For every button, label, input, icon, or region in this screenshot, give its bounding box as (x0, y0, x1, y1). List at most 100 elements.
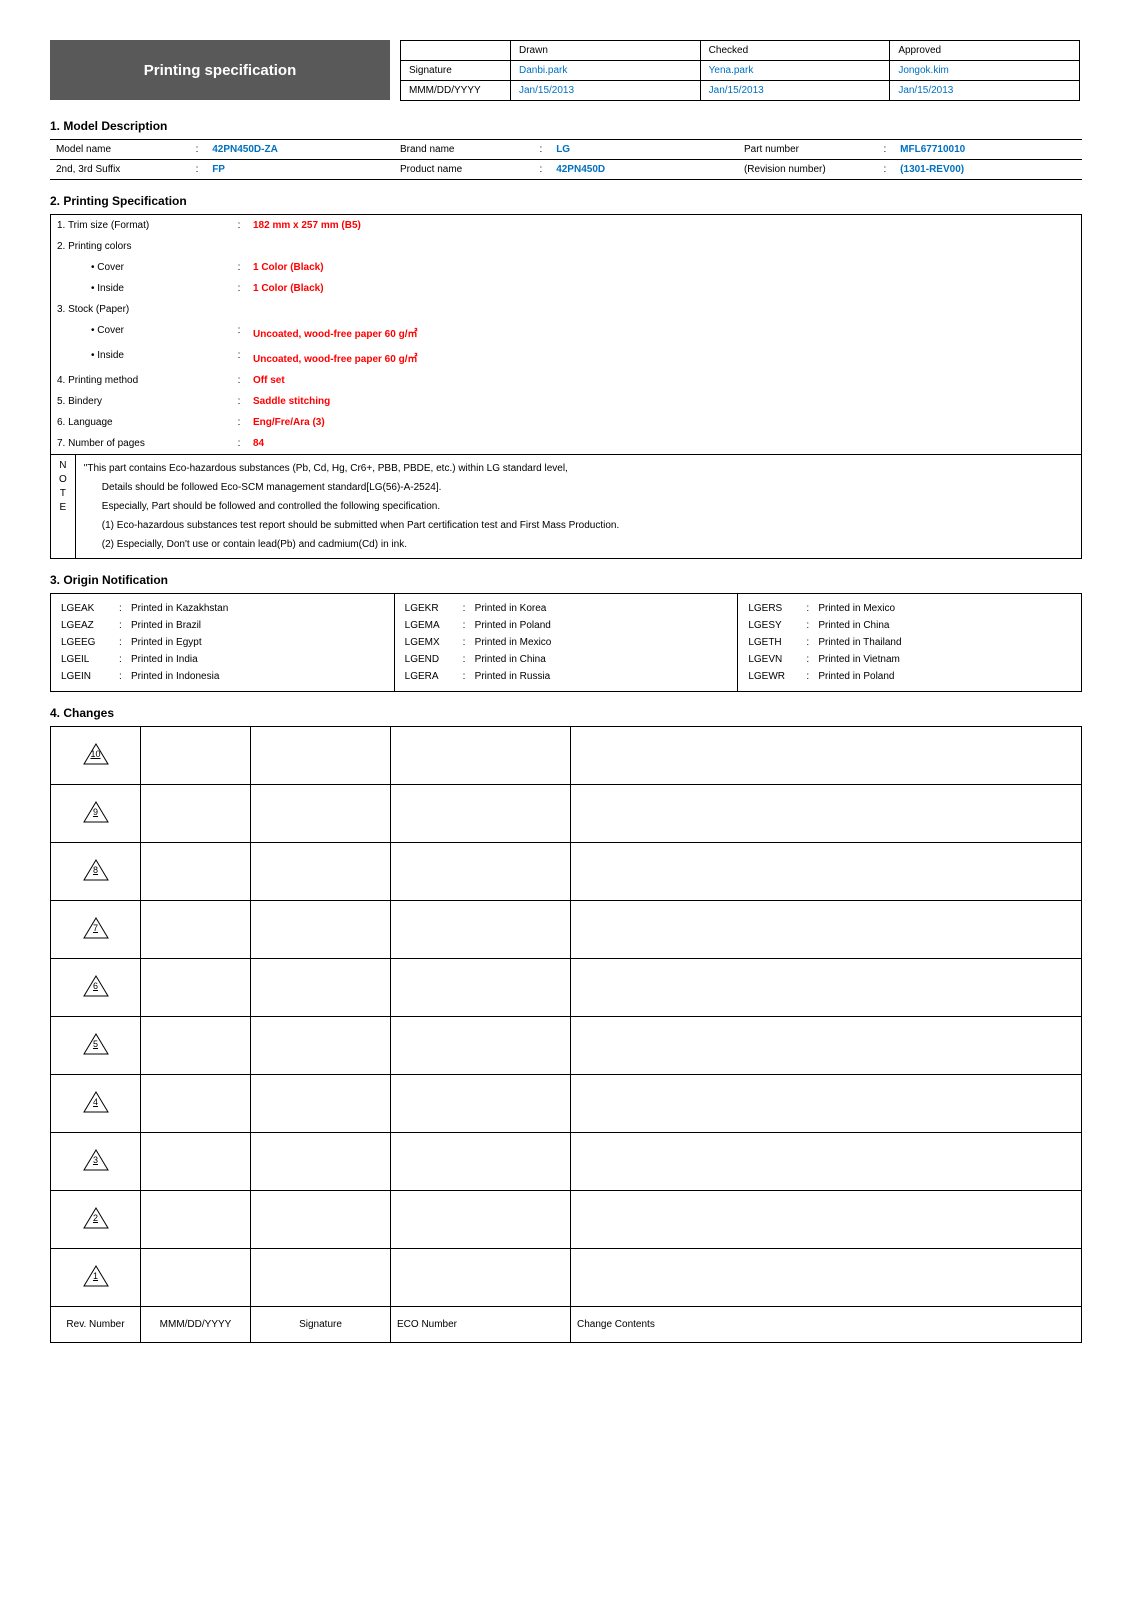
origin-text: Printed in Russia (475, 671, 551, 682)
origin-text: Printed in Thailand (818, 637, 901, 648)
sig-approved-name: Jongok.kim (890, 61, 1080, 81)
origin-col: LGEKR:Printed in KoreaLGEMA:Printed in P… (394, 594, 738, 692)
section-changes: 4. Changes (50, 706, 1082, 720)
sig-drawn-name: Danbi.park (511, 61, 701, 81)
origin-row: LGEVN:Printed in Vietnam (748, 651, 1071, 668)
changes-cell (391, 1133, 571, 1191)
note-line: Especially, Part should be followed and … (84, 497, 1073, 516)
origin-code: LGEEG (61, 637, 119, 648)
hdr-date: MMM/DD/YYYY (141, 1307, 251, 1343)
rev-triangle: 8 (51, 843, 141, 901)
changes-cell (251, 901, 391, 959)
origin-code: LGETH (748, 637, 806, 648)
origin-colon: : (806, 637, 818, 648)
changes-cell (141, 1133, 251, 1191)
changes-cell (571, 1017, 1082, 1075)
origin-colon: : (463, 671, 475, 682)
changes-cell (141, 727, 251, 785)
sig-drawn-date: Jan/15/2013 (511, 81, 701, 101)
changes-table: 10987654321Rev. NumberMMM/DD/YYYYSignatu… (50, 726, 1082, 1343)
changes-row: 6 (51, 959, 1082, 1017)
changes-cell (141, 843, 251, 901)
spec-key: 3. Stock (Paper) (51, 299, 231, 320)
hdr-sig: Signature (251, 1307, 391, 1343)
spec-colon: : (231, 345, 247, 370)
changes-row: 2 (51, 1191, 1082, 1249)
origin-text: Printed in Poland (475, 620, 551, 631)
origin-code: LGEIL (61, 654, 119, 665)
changes-cell (571, 843, 1082, 901)
origin-text: Printed in Brazil (131, 620, 201, 631)
changes-cell (141, 1075, 251, 1133)
changes-cell (391, 1075, 571, 1133)
rev-triangle: 6 (51, 959, 141, 1017)
origin-code: LGESY (748, 620, 806, 631)
origin-text: Printed in Egypt (131, 637, 202, 648)
rev-triangle: 1 (51, 1249, 141, 1307)
sig-row-date-label: MMM/DD/YYYY (401, 81, 511, 101)
changes-cell (251, 1017, 391, 1075)
changes-cell (141, 959, 251, 1017)
origin-row: LGEMX:Printed in Mexico (405, 634, 728, 651)
rev-triangle: 9 (51, 785, 141, 843)
origin-row: LGEEG:Printed in Egypt (61, 634, 384, 651)
rev-triangle: 4 (51, 1075, 141, 1133)
origin-code: LGERA (405, 671, 463, 682)
changes-cell (391, 1017, 571, 1075)
md-colon: : (532, 140, 551, 160)
section-printing-spec: 2. Printing Specification (50, 194, 1082, 208)
sig-blank (401, 41, 511, 61)
origin-code: LGEWR (748, 671, 806, 682)
spec-inner: 1. Trim size (Format):182 mm x 257 mm (B… (51, 215, 1081, 454)
origin-text: Printed in Mexico (475, 637, 552, 648)
hdr-eco: ECO Number (391, 1307, 571, 1343)
origin-colon: : (119, 671, 131, 682)
changes-cell (141, 1249, 251, 1307)
spec-colon (231, 299, 247, 320)
spec-val: 1 Color (Black) (247, 278, 1081, 299)
spec-colon: : (231, 320, 247, 345)
spec-colon: : (231, 370, 247, 391)
origin-row: LGEAZ:Printed in Brazil (61, 617, 384, 634)
changes-cell (571, 727, 1082, 785)
origin-colon: : (119, 654, 131, 665)
origin-colon: : (119, 603, 131, 614)
md-lbl: Model name (50, 140, 188, 160)
changes-cell (391, 901, 571, 959)
sig-checked-name: Yena.park (700, 61, 890, 81)
spec-key: • Inside (51, 278, 231, 299)
spec-colon: : (231, 257, 247, 278)
md-val: FP (206, 160, 394, 180)
md-lbl: Part number (738, 140, 876, 160)
origin-code: LGEND (405, 654, 463, 665)
spec-colon (231, 236, 247, 257)
origin-col: LGERS:Printed in MexicoLGESY:Printed in … (738, 594, 1082, 692)
changes-cell (251, 959, 391, 1017)
md-val: LG (550, 140, 738, 160)
origin-code: LGEMX (405, 637, 463, 648)
note-side: NOTE (51, 455, 76, 559)
spec-val (247, 299, 1081, 320)
origin-code: LGEMA (405, 620, 463, 631)
title-text: Printing specification (144, 62, 297, 79)
note-block: "This part contains Eco-hazardous substa… (75, 455, 1081, 559)
sig-col-approved: Approved (890, 41, 1080, 61)
origin-row: LGETH:Printed in Thailand (748, 634, 1071, 651)
origin-text: Printed in Korea (475, 603, 547, 614)
spec-key: • Inside (51, 345, 231, 370)
changes-cell (251, 785, 391, 843)
md-colon: : (876, 160, 895, 180)
changes-row: 7 (51, 901, 1082, 959)
md-val: MFL67710010 (894, 140, 1082, 160)
rev-triangle: 10 (51, 727, 141, 785)
spec-val: Saddle stitching (247, 391, 1081, 412)
changes-row: 3 (51, 1133, 1082, 1191)
md-val: (1301-REV00) (894, 160, 1082, 180)
model-desc-table: Model name : 42PN450D-ZA Brand name : LG… (50, 139, 1082, 180)
changes-cell (251, 1191, 391, 1249)
spec-val (247, 236, 1081, 257)
origin-colon: : (806, 620, 818, 631)
origin-row: LGEND:Printed in China (405, 651, 728, 668)
sig-col-checked: Checked (700, 41, 890, 61)
origin-text: Printed in Kazakhstan (131, 603, 228, 614)
